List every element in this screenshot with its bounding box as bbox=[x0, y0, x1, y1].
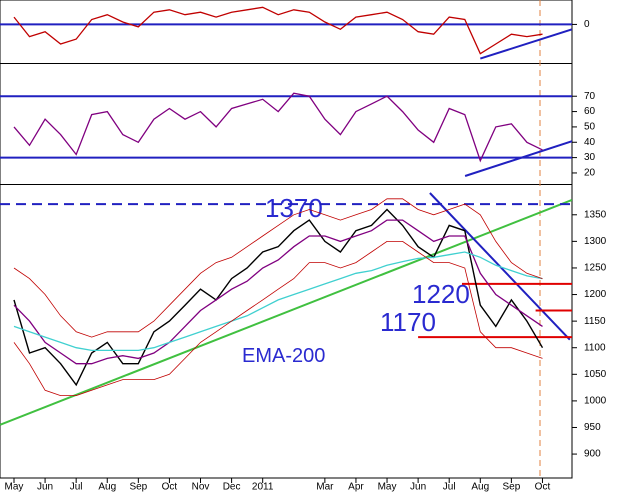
y-tick-label: 1150 bbox=[584, 316, 606, 327]
x-tick-label: Aug bbox=[471, 482, 489, 492]
x-tick-label: 2011 bbox=[252, 482, 274, 492]
annotation: EMA-200 bbox=[242, 345, 325, 367]
series-line bbox=[13, 92, 543, 163]
y-tick-label: 1300 bbox=[584, 236, 607, 247]
annotation: 1220 bbox=[412, 279, 470, 309]
y-tick-label: 1100 bbox=[584, 342, 606, 353]
x-tick-label: Apr bbox=[348, 482, 364, 492]
x-tick-label: Aug bbox=[98, 482, 116, 492]
x-tick-label: Jun bbox=[37, 482, 53, 492]
y-tick-label: 1050 bbox=[584, 369, 607, 380]
x-tick-label: Sep bbox=[502, 482, 520, 492]
x-tick-label: Jul bbox=[443, 482, 456, 492]
y-tick-label: 30 bbox=[584, 152, 596, 163]
series-line bbox=[13, 219, 543, 365]
y-tick-label: 50 bbox=[584, 122, 596, 133]
annotation: 1170 bbox=[380, 307, 436, 337]
trend-line bbox=[479, 28, 572, 60]
y-tick-label: 60 bbox=[584, 106, 596, 117]
plot-frame bbox=[0, 0, 573, 479]
annotation: 1370 bbox=[265, 193, 323, 223]
series-line bbox=[13, 198, 543, 338]
y-tick-label: 900 bbox=[584, 449, 601, 460]
x-tick-label: Dec bbox=[223, 482, 241, 492]
y-tick-label: 70 bbox=[584, 91, 596, 102]
trend-line bbox=[0, 198, 572, 426]
x-tick-label: Jun bbox=[410, 482, 426, 492]
series-line bbox=[13, 208, 544, 387]
x-tick-label: May bbox=[378, 482, 397, 492]
panel bbox=[0, 6, 572, 60]
series-line bbox=[13, 251, 543, 352]
x-tick-label: Mar bbox=[316, 482, 334, 492]
y-tick-label: 1000 bbox=[584, 396, 607, 407]
y-tick-label: 1250 bbox=[584, 263, 607, 274]
y-tick-label: 40 bbox=[584, 137, 596, 148]
x-tick-label: Jul bbox=[70, 482, 83, 492]
panel bbox=[0, 92, 572, 177]
x-tick-label: Nov bbox=[192, 482, 210, 492]
x-tick-label: Oct bbox=[535, 482, 551, 492]
x-tick-label: May bbox=[5, 482, 24, 492]
y-tick-label: 950 bbox=[584, 422, 601, 433]
x-tick-label: Oct bbox=[162, 482, 178, 492]
series-line bbox=[13, 6, 543, 55]
y-tick-label: 20 bbox=[584, 168, 596, 179]
y-tick-label: 1200 bbox=[584, 289, 607, 300]
y-tick-label: 0 bbox=[584, 19, 590, 30]
x-tick-label: Sep bbox=[129, 482, 147, 492]
y-tick-label: 1350 bbox=[584, 209, 607, 220]
panel bbox=[0, 192, 572, 426]
series-line bbox=[13, 241, 543, 396]
trend-line bbox=[464, 140, 572, 177]
